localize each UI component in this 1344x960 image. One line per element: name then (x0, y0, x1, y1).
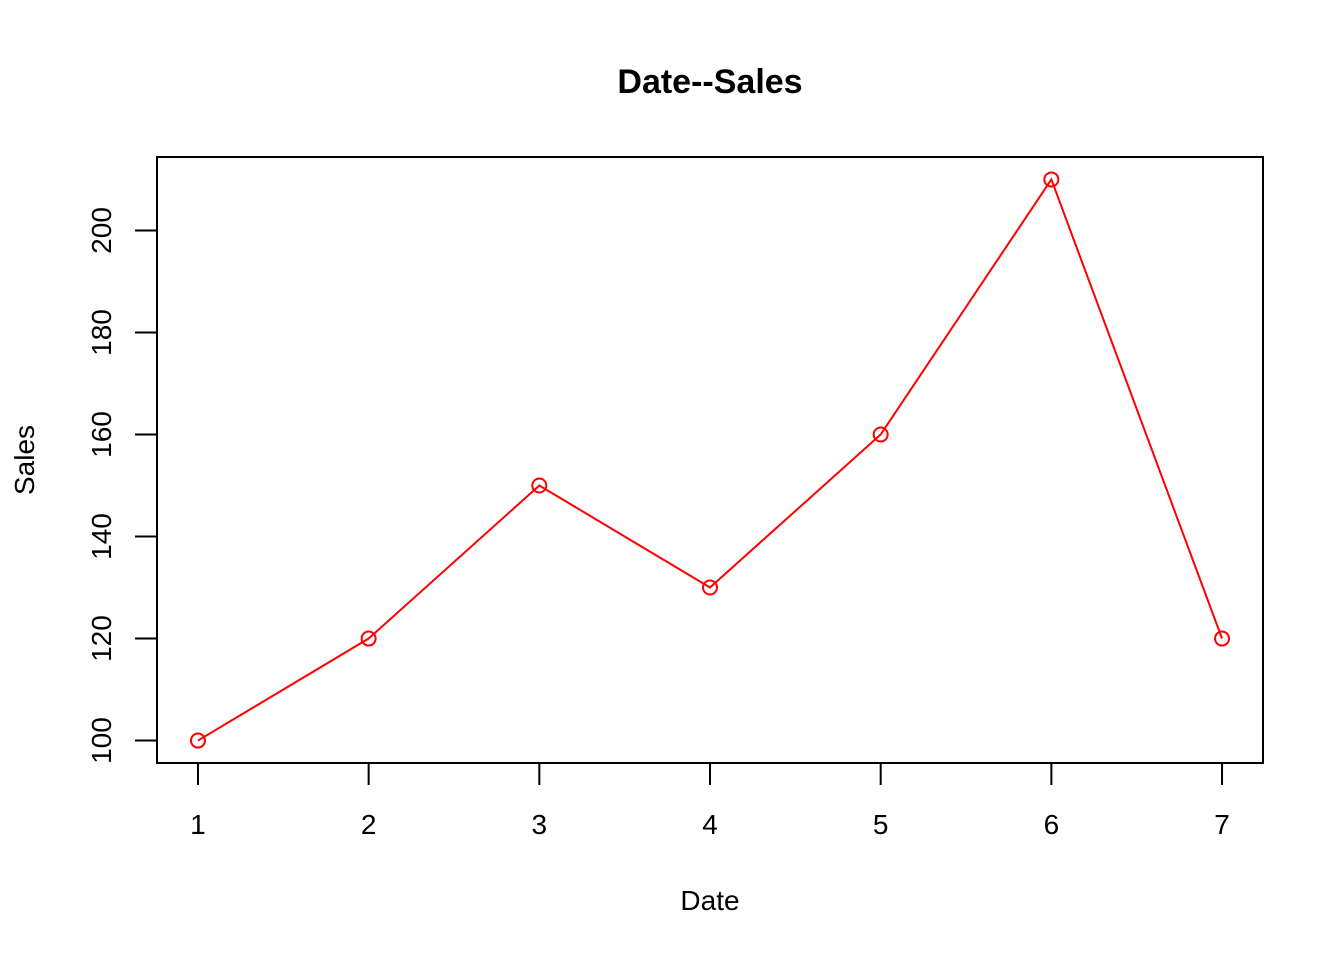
x-tick-label: 7 (1214, 809, 1230, 840)
y-tick-label: 120 (86, 615, 117, 662)
y-tick-label: 160 (86, 411, 117, 458)
data-point (872, 426, 889, 443)
y-tick-label: 140 (86, 513, 117, 560)
y-axis-label: Sales (9, 425, 40, 495)
x-tick-label: 1 (190, 809, 206, 840)
chart-title: Date--Sales (617, 63, 802, 101)
x-tick-label: 2 (361, 809, 377, 840)
data-point (189, 732, 206, 749)
data-point (360, 630, 377, 647)
data-point (702, 579, 718, 596)
x-axis-label: Date (680, 885, 739, 916)
x-tick-label: 5 (873, 809, 889, 840)
y-tick-label: 200 (86, 207, 117, 254)
x-tick-label: 3 (532, 809, 548, 840)
x-tick-label: 4 (702, 809, 718, 840)
series-layer (189, 171, 1231, 749)
y-axis: 100 120 140 160 180 200 (86, 207, 158, 764)
data-point (531, 477, 548, 494)
series-line (197, 177, 1223, 742)
data-point (1214, 630, 1231, 647)
y-tick-label: 100 (86, 717, 117, 764)
y-tick-label: 180 (86, 309, 117, 356)
plot-frame (156, 156, 1264, 764)
x-axis: 1 2 3 4 5 6 7 (190, 762, 1230, 840)
x-tick-label: 6 (1044, 809, 1060, 840)
data-point (1043, 171, 1060, 188)
